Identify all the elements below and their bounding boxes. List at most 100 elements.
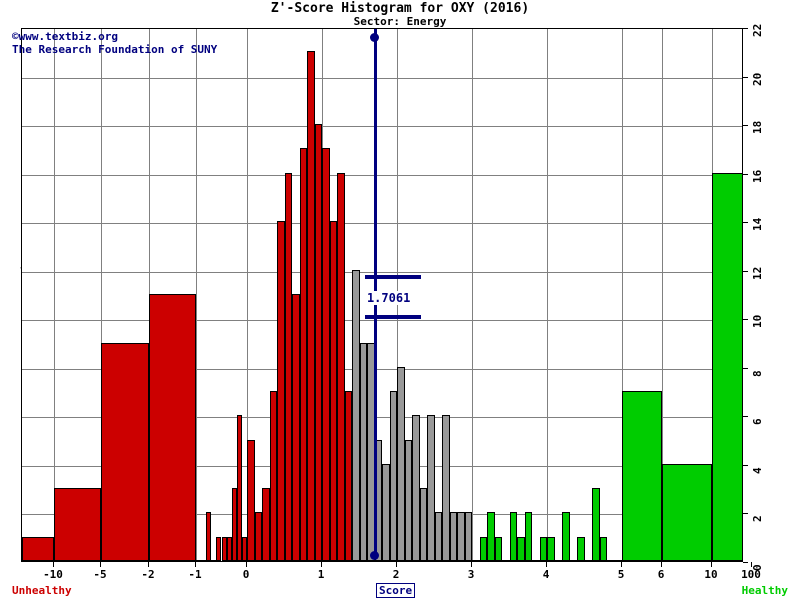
histogram-bar bbox=[211, 560, 217, 561]
histogram-bar bbox=[532, 560, 540, 561]
x-tick-label: 2 bbox=[392, 568, 400, 581]
histogram-bar bbox=[314, 124, 322, 561]
y-tick-mark bbox=[743, 513, 748, 515]
histogram-bar bbox=[487, 512, 495, 561]
score-marker-dot-bottom bbox=[370, 551, 380, 560]
histogram-bar bbox=[299, 148, 307, 561]
histogram-bar bbox=[412, 415, 420, 561]
histogram-bar bbox=[449, 512, 457, 561]
histogram-bar bbox=[442, 415, 450, 561]
histogram-bar bbox=[101, 342, 149, 561]
histogram-bar bbox=[569, 560, 577, 561]
histogram-bar bbox=[479, 536, 487, 561]
histogram-bar bbox=[284, 172, 292, 561]
histogram-bar bbox=[389, 391, 397, 561]
watermark-line-1: ©www.textbiz.org bbox=[12, 30, 118, 43]
histogram-bar bbox=[226, 536, 232, 561]
x-tick-mark bbox=[621, 562, 622, 567]
gridline-horizontal bbox=[22, 126, 742, 128]
histogram-bar bbox=[472, 560, 480, 561]
x-tick-mark bbox=[195, 562, 196, 567]
histogram-bar bbox=[247, 439, 255, 561]
histogram-bar bbox=[54, 488, 101, 561]
histogram-bar bbox=[277, 221, 285, 561]
histogram-bar bbox=[547, 536, 555, 561]
histogram-bar bbox=[554, 560, 562, 561]
score-value-label: 1.7061 bbox=[366, 291, 411, 305]
score-callout-top-rule bbox=[364, 275, 421, 279]
y-tick-mark bbox=[743, 416, 748, 418]
y-tick-label: 18 bbox=[751, 120, 764, 135]
x-tick-label: -1 bbox=[188, 568, 202, 581]
histogram-bar bbox=[221, 536, 227, 561]
x-tick-label: 1 bbox=[317, 568, 325, 581]
y-tick-mark bbox=[743, 562, 748, 563]
histogram-bar bbox=[269, 391, 277, 561]
x-tick-mark bbox=[100, 562, 101, 567]
histogram-bar bbox=[149, 294, 196, 561]
x-tick-mark bbox=[661, 562, 662, 567]
y-tick-label: 8 bbox=[751, 370, 764, 377]
y-tick-label: 16 bbox=[751, 169, 764, 183]
histogram-bar bbox=[196, 560, 202, 561]
histogram-bar bbox=[599, 536, 607, 561]
y-tick-mark bbox=[743, 270, 748, 272]
histogram-bar bbox=[539, 536, 547, 561]
y-tick-label: 2 bbox=[751, 515, 764, 523]
histogram-bar bbox=[584, 560, 592, 561]
gridline-vertical bbox=[54, 29, 55, 561]
y-tick-label: 22 bbox=[751, 23, 764, 37]
y-tick-mark bbox=[743, 464, 748, 466]
x-tick-mark bbox=[53, 562, 54, 567]
histogram-bar bbox=[419, 488, 427, 561]
x-tick-label: -2 bbox=[141, 568, 155, 581]
gridline-vertical bbox=[472, 29, 473, 561]
gridline-vertical bbox=[247, 29, 248, 561]
x-tick-mark bbox=[321, 562, 322, 567]
y-tick-label: 6 bbox=[751, 418, 764, 426]
gridline-vertical bbox=[547, 29, 548, 561]
histogram-bar bbox=[464, 512, 472, 561]
x-tick-label: 10 bbox=[704, 568, 718, 581]
score-marker-dot-top bbox=[370, 33, 380, 42]
histogram-bar bbox=[662, 463, 712, 561]
watermark: ©www.textbiz.org The Research Foundation… bbox=[12, 30, 217, 56]
x-tick-mark bbox=[546, 562, 547, 567]
histogram-bar bbox=[427, 415, 435, 561]
gridline-horizontal bbox=[22, 368, 742, 370]
histogram-bar bbox=[236, 415, 242, 561]
x-axis-title: Score bbox=[376, 583, 416, 598]
y-tick-mark bbox=[743, 76, 748, 78]
histogram-bar bbox=[494, 536, 502, 561]
healthy-label: Healthy bbox=[741, 584, 788, 597]
gridline-horizontal bbox=[22, 174, 742, 176]
histogram-bar bbox=[712, 172, 742, 561]
histogram-bar bbox=[502, 560, 510, 561]
histogram-bar bbox=[22, 536, 54, 561]
histogram-bar bbox=[607, 560, 615, 561]
histogram-bar bbox=[592, 488, 600, 561]
y-tick-mark bbox=[743, 367, 748, 369]
x-tick-label: 3 bbox=[467, 568, 475, 581]
histogram-bar bbox=[622, 391, 662, 561]
x-tick-mark bbox=[396, 562, 397, 567]
histogram-bar bbox=[562, 512, 570, 561]
histogram-bar bbox=[262, 488, 270, 561]
histogram-bar bbox=[397, 366, 405, 561]
x-tick-label: 0 bbox=[242, 568, 250, 581]
chart-subtitle: Sector: Energy bbox=[353, 15, 447, 28]
histogram-bar bbox=[404, 439, 412, 561]
gridline-horizontal bbox=[22, 271, 742, 273]
gridline-horizontal bbox=[22, 77, 742, 79]
histogram-bar bbox=[292, 294, 300, 561]
histogram-bar bbox=[434, 512, 442, 561]
x-tick-mark bbox=[711, 562, 712, 567]
histogram-bar bbox=[524, 512, 532, 561]
x-tick-label: 4 bbox=[542, 568, 550, 581]
histogram-bar bbox=[509, 512, 517, 561]
y-tick-label: 12 bbox=[751, 266, 764, 280]
histogram-bar bbox=[457, 512, 465, 561]
y-tick-mark bbox=[743, 319, 748, 321]
gridline-vertical bbox=[101, 29, 102, 561]
